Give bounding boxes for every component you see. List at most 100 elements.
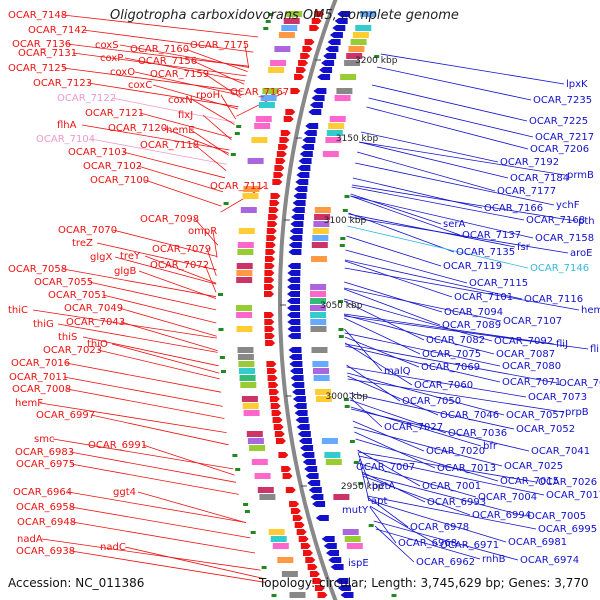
gene-label: thiS (58, 332, 77, 343)
leader-line (351, 186, 525, 221)
feature-box (344, 60, 361, 66)
gene-label: glgB (114, 266, 136, 277)
leader-line (350, 195, 461, 236)
feature-box (312, 235, 329, 241)
reverse-gene-arrow (291, 214, 305, 220)
reverse-gene-arrow (288, 249, 302, 255)
leader-line (349, 392, 515, 430)
gene-label: OCAR_7104 (36, 134, 95, 145)
forward-gene-arrow (266, 228, 277, 234)
rna-mark (261, 566, 267, 569)
leader-line (144, 255, 217, 284)
gene-label: OCAR_7116 (524, 294, 583, 305)
leader-line (344, 260, 453, 298)
leader-line (192, 99, 235, 125)
reverse-gene-arrow (291, 382, 305, 388)
reverse-gene-arrow (287, 270, 301, 276)
feature-box (259, 494, 276, 500)
reverse-gene-arrow (288, 354, 302, 360)
forward-gene-arrow (300, 543, 311, 549)
leader-line (244, 44, 250, 68)
leader-line (347, 378, 564, 413)
feature-box (237, 249, 254, 255)
reverse-gene-arrow (292, 200, 306, 206)
forward-gene-arrow (289, 501, 300, 507)
feature-box (239, 375, 256, 381)
feature-box (352, 32, 369, 38)
gene-label: OCAR_6974 (520, 555, 579, 566)
gene-label: OCAR_7192 (500, 157, 559, 168)
gene-label: OCAR_7115 (469, 278, 528, 289)
kbp-label: 3050 kbp (320, 301, 363, 311)
leader-line (212, 230, 218, 258)
leader-line (350, 195, 534, 239)
gene-label: OCAR_7073 (528, 392, 587, 403)
gene-label: OCAR_7025 (504, 461, 563, 472)
right-gene-labels: lpxK OCAR_7235 OCAR_7225 OCAR_7217OCAR_7206… (342, 79, 600, 569)
leader-line (360, 463, 477, 498)
forward-gene-arrow (265, 249, 276, 255)
gene-label: OCAR_6995 (538, 524, 597, 535)
reverse-gene-arrow (321, 60, 335, 66)
rna-mark (230, 153, 236, 156)
leader-line (350, 406, 482, 447)
gene-label: OCAR_7001 (422, 481, 481, 492)
genome-title: Oligotropha carboxidovorans OM5, complet… (110, 8, 459, 23)
feature-box (311, 256, 327, 262)
feature-box (255, 116, 272, 122)
feature-box (342, 529, 359, 535)
reverse-gene-arrow (329, 32, 343, 38)
forward-gene-arrow (303, 550, 313, 556)
backbone-arc (278, 0, 338, 600)
gene-label: OCAR_7023 (43, 345, 102, 356)
leader-line (96, 242, 217, 271)
leader-line (134, 71, 242, 96)
feature-box (238, 361, 255, 367)
leader-line (375, 528, 481, 560)
gene-label: OCAR_7089 (442, 320, 501, 331)
reverse-gene-arrow (287, 312, 301, 318)
feature-box (310, 291, 326, 297)
reverse-gene-arrow (300, 445, 314, 451)
reverse-gene-arrow (287, 263, 301, 269)
reverse-gene-arrow (295, 179, 309, 185)
leader-line (66, 388, 225, 419)
gene-label: thiO (87, 339, 108, 350)
forward-gene-arrow (264, 270, 275, 276)
leader-line (119, 44, 249, 68)
gene-label: hemE (166, 125, 195, 136)
leader-line (350, 193, 442, 225)
gene-label: OCAR_7094 (444, 307, 503, 318)
reverse-gene-arrow (325, 46, 339, 52)
feature-box (325, 137, 342, 143)
reverse-gene-arrow (301, 144, 315, 150)
gene-label: OCAR_7008 (12, 384, 71, 395)
feature-box (238, 228, 255, 234)
leader-line (343, 298, 493, 342)
gene-label: OCAR_7142 (28, 25, 87, 36)
feature-box (236, 305, 252, 311)
leader-line (122, 151, 225, 179)
leader-line (202, 114, 232, 141)
leader-line (368, 499, 507, 543)
leader-line (52, 438, 234, 470)
leader-line (112, 229, 218, 257)
feature-box (310, 298, 326, 304)
reverse-gene-arrow (319, 67, 333, 73)
feature-box (313, 368, 329, 374)
leader-line (87, 82, 239, 108)
gene-label: OCAR_7137 (462, 230, 521, 241)
feature-box (278, 32, 295, 38)
leader-line (347, 225, 529, 269)
gene-label: OCAR_7111 (210, 181, 269, 192)
rna-mark (219, 356, 225, 359)
feature-box (236, 270, 253, 276)
gene-label: OCAR_6958 (16, 502, 75, 513)
feature-box (268, 529, 285, 535)
feature-box (251, 459, 268, 465)
feature-box (311, 242, 328, 248)
gene-label: OCAR_7135 (456, 247, 515, 258)
leader-line (348, 212, 455, 253)
